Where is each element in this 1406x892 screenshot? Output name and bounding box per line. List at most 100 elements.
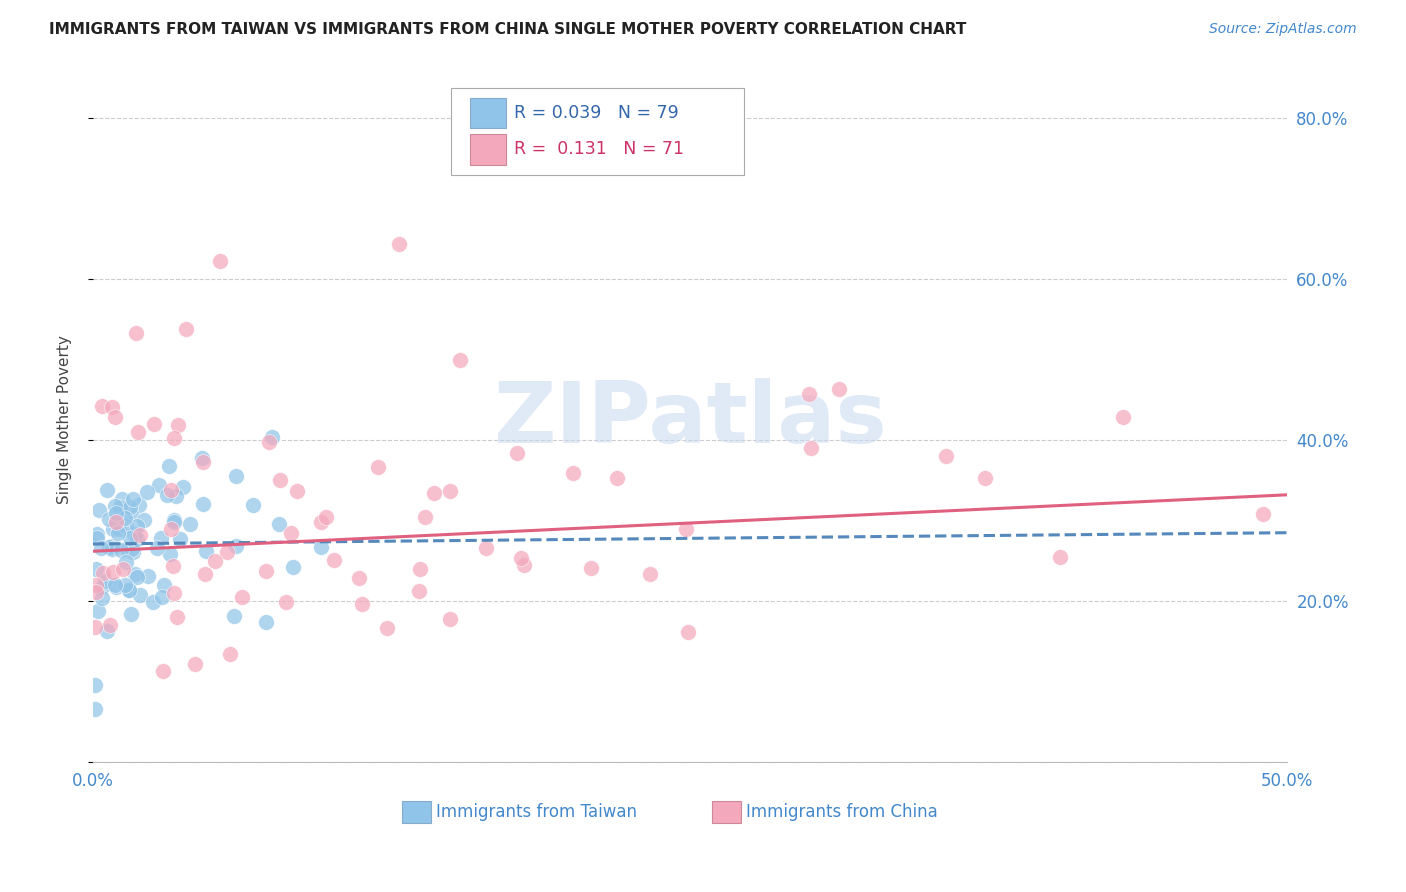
Point: [118, 515, 141, 529]
Point: [129, 493, 152, 508]
Point: [163, 563, 186, 577]
Point: [193, 600, 215, 615]
Point: [90, 603, 112, 617]
Y-axis label: Single Mother Poverty: Single Mother Poverty: [58, 335, 72, 504]
Point: [118, 457, 141, 471]
Point: [276, 595, 298, 609]
Point: [84, 584, 107, 599]
Point: [91, 548, 114, 562]
Point: [323, 516, 346, 530]
Point: [108, 522, 131, 536]
Point: [114, 547, 136, 561]
Point: [162, 521, 184, 535]
Point: [111, 466, 134, 480]
Point: [800, 484, 823, 499]
Point: [97, 497, 120, 511]
Point: [114, 563, 136, 577]
Point: [231, 417, 253, 432]
Point: [101, 509, 124, 524]
Point: [110, 492, 132, 507]
Point: [562, 494, 585, 508]
Point: [86, 567, 108, 582]
Point: [110, 561, 132, 575]
Point: [204, 553, 226, 567]
Point: [254, 450, 277, 465]
Point: [86, 472, 108, 486]
Point: [166, 588, 188, 602]
Point: [104, 555, 127, 569]
Point: [118, 494, 141, 508]
Point: [152, 443, 174, 458]
Point: [107, 553, 129, 567]
FancyBboxPatch shape: [402, 801, 430, 823]
Text: R =  0.131   N = 71: R = 0.131 N = 71: [515, 141, 685, 159]
Point: [101, 443, 124, 458]
Point: [413, 508, 436, 523]
Point: [579, 573, 602, 587]
Text: IMMIGRANTS FROM TAIWAN VS IMMIGRANTS FROM CHINA SINGLE MOTHER POVERTY CORRELATIO: IMMIGRANTS FROM TAIWAN VS IMMIGRANTS FRO…: [49, 22, 966, 37]
Point: [87, 534, 110, 549]
Point: [183, 524, 205, 539]
Text: Source: ZipAtlas.com: Source: ZipAtlas.com: [1209, 22, 1357, 37]
Point: [309, 542, 332, 557]
Point: [98, 606, 121, 620]
Point: [675, 558, 697, 572]
Point: [121, 539, 143, 553]
Point: [146, 541, 169, 556]
Point: [127, 493, 149, 508]
Point: [797, 472, 820, 486]
Point: [124, 632, 146, 647]
Point: [676, 565, 699, 579]
Point: [408, 445, 430, 459]
Point: [194, 568, 217, 582]
Point: [115, 504, 138, 518]
Point: [101, 492, 124, 507]
Point: [150, 575, 173, 590]
Point: [84, 567, 107, 582]
Point: [153, 602, 176, 616]
Point: [142, 525, 165, 540]
Point: [96, 542, 118, 557]
Point: [163, 551, 186, 566]
Point: [172, 591, 194, 606]
Point: [129, 517, 152, 532]
Point: [128, 621, 150, 635]
Point: [309, 493, 332, 508]
Point: [974, 333, 997, 347]
Point: [94, 607, 117, 622]
Point: [87, 518, 110, 533]
Point: [132, 549, 155, 564]
Point: [439, 336, 461, 351]
Point: [120, 435, 142, 450]
Point: [269, 388, 291, 402]
Point: [91, 508, 114, 523]
Point: [159, 527, 181, 541]
Point: [111, 383, 134, 397]
Point: [135, 504, 157, 518]
Point: [506, 471, 529, 485]
Point: [225, 536, 247, 550]
Point: [166, 559, 188, 574]
Point: [257, 488, 280, 502]
Point: [104, 496, 127, 510]
Point: [218, 568, 240, 582]
Point: [475, 690, 498, 705]
Point: [104, 434, 127, 448]
Point: [105, 505, 128, 519]
Point: [90, 534, 112, 549]
Point: [124, 505, 146, 519]
Point: [209, 564, 232, 578]
Point: [120, 524, 142, 538]
Point: [163, 505, 186, 519]
FancyBboxPatch shape: [713, 801, 741, 823]
Point: [449, 496, 471, 510]
Point: [127, 409, 149, 424]
Point: [159, 359, 181, 373]
Point: [254, 509, 277, 524]
Point: [117, 581, 139, 595]
FancyBboxPatch shape: [451, 87, 744, 176]
Point: [96, 529, 118, 543]
Point: [347, 487, 370, 501]
Point: [640, 575, 662, 590]
Point: [127, 552, 149, 566]
